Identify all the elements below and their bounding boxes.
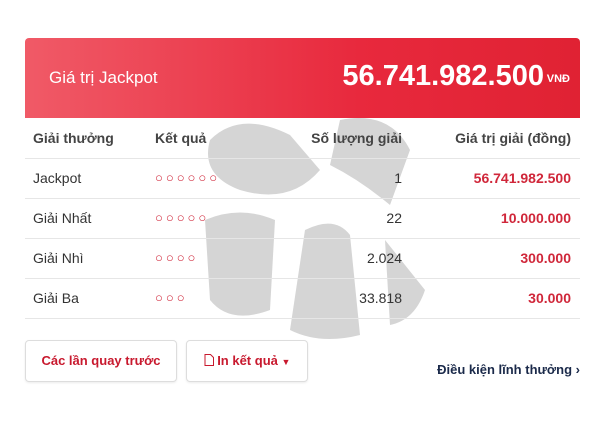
prize-name: Giải Nhất [33, 210, 92, 226]
prize-count: 2.024 [366, 250, 402, 266]
prize-count: 22 [386, 210, 402, 226]
prize-name: Jackpot [33, 170, 82, 186]
currency: VNĐ [546, 73, 570, 85]
jackpot-header: Giá trị Jackpot 56.741.982.500 VNĐ [25, 38, 580, 118]
table-header: Giải thưởng Kết quả Số lượng giải Giá tr… [25, 118, 580, 159]
result-circles: ○○○ [155, 290, 188, 305]
result-circles: ○○○○○ [155, 210, 210, 225]
terms-link[interactable]: Điều kiện lĩnh thưởng › [437, 362, 580, 377]
result-circles: ○○○○○○ [155, 170, 221, 185]
watermark-logo [205, 118, 425, 339]
print-label: In kết quả [217, 353, 278, 368]
jackpot-label: Giá trị Jackpot [49, 68, 158, 87]
pdf-icon [204, 354, 214, 366]
table-row: Giải Nhất ○○○○○ 22 10.000.000 [25, 198, 580, 239]
column-header: Số lượng giải [311, 130, 402, 146]
print-button[interactable]: In kết quả ▼ [186, 340, 308, 382]
prize-name: Giải Ba [33, 290, 79, 306]
previous-draws-button[interactable]: Các lần quay trước [25, 340, 177, 382]
column-header: Giải thưởng [33, 130, 114, 146]
prize-value: 10.000.000 [500, 210, 571, 226]
prize-value: 30.000 [528, 290, 571, 306]
column-header: Giá trị giải (đồng) [455, 130, 571, 146]
prize-count: 33.818 [359, 290, 402, 306]
table-row: Giải Nhì ○○○○ 2.024 300.000 [25, 238, 580, 279]
result-circles: ○○○○ [155, 250, 199, 265]
terms-label: Điều kiện lĩnh thưởng [437, 362, 573, 377]
prize-name: Giải Nhì [33, 250, 84, 266]
table-row: Giải Ba ○○○ 33.818 30.000 [25, 278, 580, 319]
column-header: Kết quả [155, 130, 207, 146]
prize-count: 1 [394, 170, 402, 186]
jackpot-amount: 56.741.982.500 [342, 60, 544, 92]
table-row: Jackpot ○○○○○○ 1 56.741.982.500 [25, 158, 580, 199]
prize-value: 300.000 [520, 250, 571, 266]
prize-value: 56.741.982.500 [473, 170, 571, 186]
caret: ▼ [281, 357, 291, 367]
